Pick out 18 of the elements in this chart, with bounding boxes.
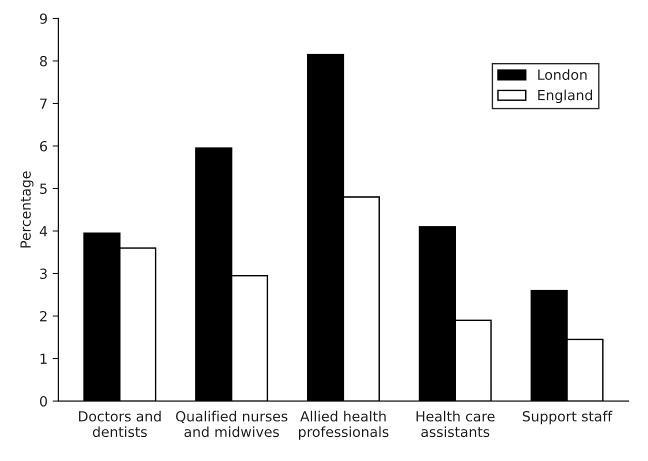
y-tick-label: 4 <box>40 226 48 236</box>
y-tick-label: 8 <box>40 56 47 66</box>
x-tick-label: Doctors and dentists <box>79 410 161 438</box>
x-tick-label: Qualified nurses and midwives <box>176 410 288 438</box>
y-tick-label: 6 <box>40 140 48 152</box>
y-tick-label: 1 <box>40 354 47 364</box>
x-tick-label: Allied health professionals <box>299 410 388 440</box>
y-tick-label: 0 <box>40 396 47 407</box>
y-tick-label: 5 <box>40 184 47 194</box>
legend-label: London <box>538 69 587 80</box>
y-tick-label: 3 <box>40 268 47 279</box>
y-tick-label: 9 <box>40 13 47 24</box>
y-tick-label: 2 <box>40 311 47 322</box>
x-tick-label: Support staff <box>522 410 612 424</box>
legend-label: England <box>538 90 592 104</box>
y-axis-title: Percentage <box>20 171 34 248</box>
x-tick-label: Health care assistants <box>416 410 495 438</box>
y-tick-label: 7 <box>40 98 47 109</box>
